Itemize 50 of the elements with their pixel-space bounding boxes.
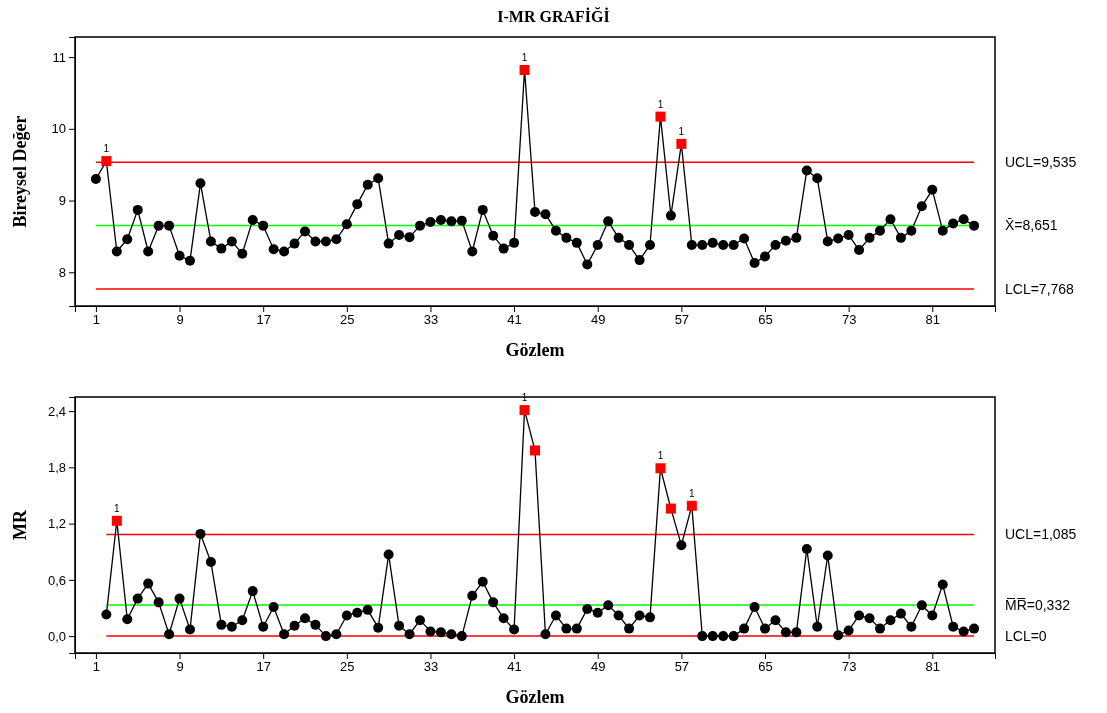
x-tick-label: 81 — [925, 659, 941, 675]
y-tick-label: 10 — [51, 121, 66, 137]
x-tick-label: 17 — [256, 312, 271, 328]
annotation: 1 — [521, 392, 528, 404]
y-axis-title: Bireysel Değer — [10, 115, 30, 228]
ref-line-label: UCL=1,085 — [1005, 526, 1077, 543]
y-tick-label: 2,4 — [47, 403, 66, 419]
x-tick-label: 65 — [758, 659, 773, 675]
x-tick-label: 57 — [674, 659, 690, 675]
x-tick-label: 73 — [841, 312, 857, 328]
chart-title: I-MR GRAFİĞİ — [497, 7, 610, 25]
x-tick-label: 49 — [590, 312, 606, 328]
ref-line-label: LCL=0 — [1005, 628, 1047, 645]
x-tick-label: 1 — [92, 659, 101, 675]
annotation: 1 — [657, 98, 664, 110]
annotation: 1 — [678, 125, 685, 137]
y-tick-label: 1,8 — [47, 459, 66, 475]
x-tick-label: 41 — [507, 659, 522, 675]
x-tick-label: 81 — [925, 312, 941, 328]
x-tick-label: 25 — [340, 312, 355, 328]
annotation: 1 — [103, 143, 110, 155]
y-tick-label: 1,2 — [47, 516, 66, 532]
x-tick-label: 9 — [176, 659, 184, 675]
ref-line-label: M̅R̅=0,332 — [1005, 596, 1071, 613]
x-tick-label: 33 — [423, 312, 439, 328]
x-tick-label: 49 — [590, 659, 606, 675]
y-tick-label: 8 — [58, 264, 66, 280]
x-tick-label: 9 — [176, 312, 184, 328]
x-tick-label: 65 — [758, 312, 773, 328]
y-axis-title: MR — [10, 509, 30, 540]
x-tick-label: 57 — [674, 312, 690, 328]
x-axis-title: Gözlem — [505, 687, 565, 707]
y-tick-label: 11 — [52, 49, 66, 65]
x-tick-label: 73 — [841, 659, 857, 675]
x-tick-label: 25 — [340, 659, 355, 675]
x-tick-label: 17 — [256, 659, 271, 675]
annotation: 1 — [114, 502, 121, 514]
x-tick-label: 1 — [92, 312, 101, 328]
ref-line-label: UCL=9,535 — [1005, 154, 1077, 171]
x-axis-title: Gözlem — [505, 340, 565, 360]
annotation: 1 — [657, 450, 664, 462]
ref-line-label: X̄=8,651 — [1005, 217, 1058, 234]
y-tick-label: 0,6 — [47, 572, 66, 588]
x-tick-label: 33 — [423, 659, 439, 675]
annotation: 1 — [521, 52, 528, 63]
x-tick-label: 41 — [507, 312, 522, 328]
annotation: 1 — [689, 487, 696, 499]
ref-line-label: LCL=7,768 — [1005, 280, 1075, 297]
y-tick-label: 0,0 — [47, 628, 66, 644]
y-tick-label: 9 — [58, 193, 66, 209]
